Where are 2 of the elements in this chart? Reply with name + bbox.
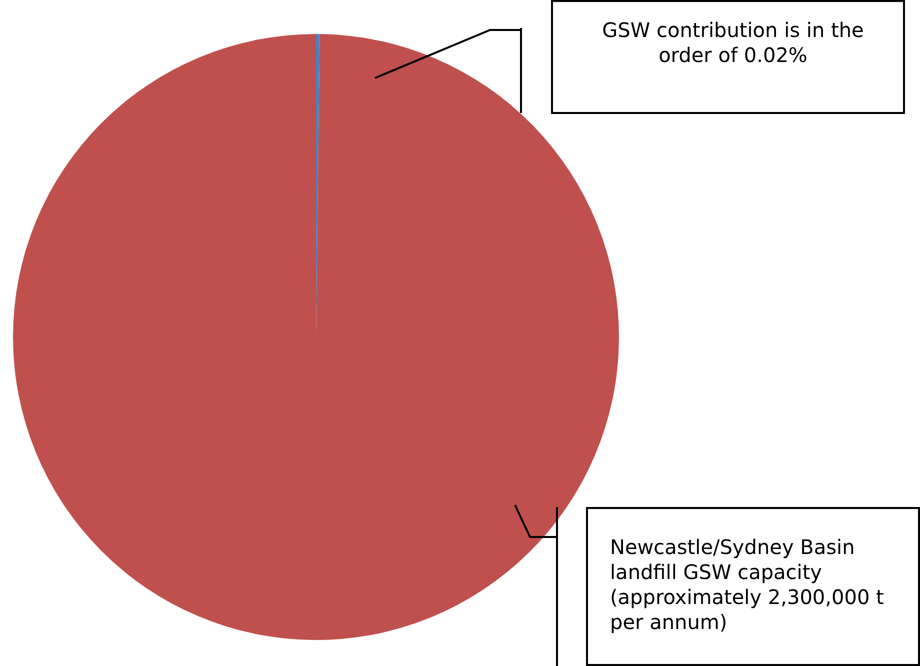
text: GSW contribution is in the order of 0.02% xyxy=(551,0,905,114)
text: Newcastle/Sydney Basin landfill GSW capacity (approximately 2,300,000 t per annum) xyxy=(586,507,920,666)
